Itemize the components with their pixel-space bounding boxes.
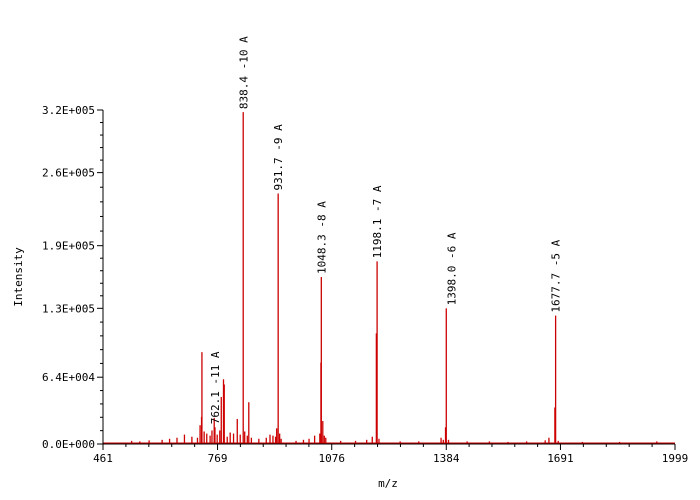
ticks-layer: 0.0E+000 6.4E+004 1.3E+005 1.9E+005 2.6E+005… xyxy=(42,104,688,465)
y-tick-label: 0.0E+000 xyxy=(42,438,95,451)
peak-annotation: 1198.1 -7 A xyxy=(371,185,384,258)
axes-layer xyxy=(102,110,675,445)
y-tick-label: 1.9E+005 xyxy=(42,240,95,253)
x-tick-label: 1384 xyxy=(433,452,460,465)
peaks-layer xyxy=(103,112,675,444)
peak-annotation: 1677.7 -5 A xyxy=(550,239,563,312)
y-tick-label: 6.4E+004 xyxy=(42,371,95,384)
peak-annotation: 1048.3 -8 A xyxy=(315,201,328,274)
y-tick-label: 3.2E+005 xyxy=(42,104,95,117)
x-tick-label: 1076 xyxy=(318,452,345,465)
peak-annotation: 1398.0 -6 A xyxy=(445,232,458,305)
x-axis-title: m/z xyxy=(378,477,398,490)
peak-annotation: 838.4 -10 A xyxy=(237,36,250,109)
y-tick-label: 2.6E+005 xyxy=(42,167,95,180)
x-tick-label: 769 xyxy=(208,452,228,465)
x-tick-label: 1999 xyxy=(662,452,689,465)
y-tick-label: 1.3E+005 xyxy=(42,302,95,315)
annotations-layer: 762.1 -11 A 838.4 -10 A 931.7 -9 A 1048.3 -… xyxy=(209,36,563,424)
x-tick-label: 461 xyxy=(93,452,113,465)
x-tick-label: 1691 xyxy=(547,452,574,465)
peak-annotation: 762.1 -11 A xyxy=(209,351,222,424)
y-axis-title: Intensity xyxy=(12,247,25,307)
peak-annotation: 931.7 -9 A xyxy=(272,124,285,191)
